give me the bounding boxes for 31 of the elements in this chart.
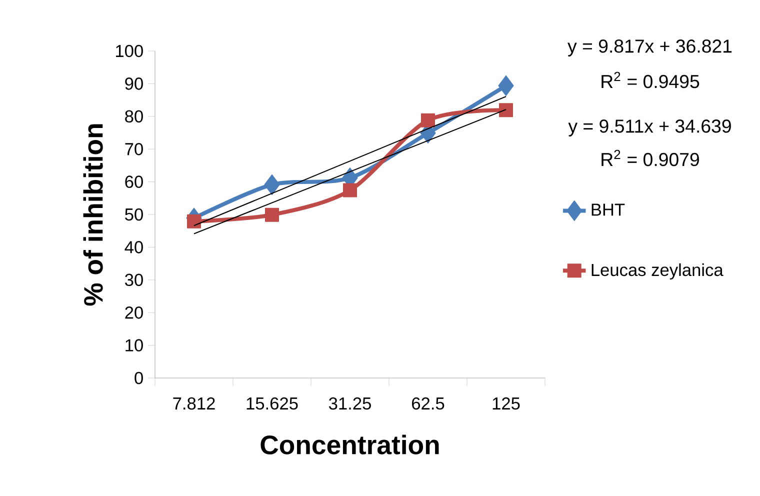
point bbox=[264, 174, 280, 196]
y-tick-label: 40 bbox=[124, 241, 143, 254]
y-tick-label: 80 bbox=[125, 110, 143, 123]
y-tick-label: 100 bbox=[116, 44, 143, 58]
y-tick-label: 50 bbox=[125, 208, 143, 221]
y-tick-label: 70 bbox=[125, 142, 143, 156]
y-tick-label: 0 bbox=[134, 372, 143, 384]
text: R$^{2}$ = 0.9495 bbox=[602, 72, 700, 88]
point bbox=[499, 103, 513, 118]
point bbox=[265, 208, 279, 222]
point bbox=[498, 75, 514, 96]
text: y = 9.511x + 34.639 bbox=[568, 120, 731, 136]
text: y = 9.817x + 36.821 bbox=[568, 40, 732, 56]
point bbox=[343, 183, 357, 198]
legend-label: Leucas zeylanica bbox=[592, 263, 724, 280]
x-tick-label: 125 bbox=[492, 397, 520, 410]
y-tick-label: 90 bbox=[125, 78, 143, 90]
text: R$^{2}$ = 0.9079 bbox=[602, 150, 699, 166]
y-tick-label: 30 bbox=[125, 274, 143, 286]
point bbox=[187, 214, 201, 228]
x-axis-title: Concentration bbox=[260, 434, 439, 454]
x-tick-label: 31.25 bbox=[328, 397, 371, 410]
x-tick-label: 7.812 bbox=[173, 397, 215, 410]
y-axis-title: % of inhibition bbox=[83, 124, 103, 306]
point bbox=[421, 113, 435, 128]
y-tick-label: 10 bbox=[126, 339, 143, 352]
legend-label: BHT bbox=[592, 204, 625, 216]
y-tick-label: 20 bbox=[125, 306, 143, 319]
x-tick-label: 15.625 bbox=[246, 397, 298, 410]
y-tick-label: 60 bbox=[125, 176, 143, 188]
x-tick-label: 62.5 bbox=[412, 397, 444, 410]
